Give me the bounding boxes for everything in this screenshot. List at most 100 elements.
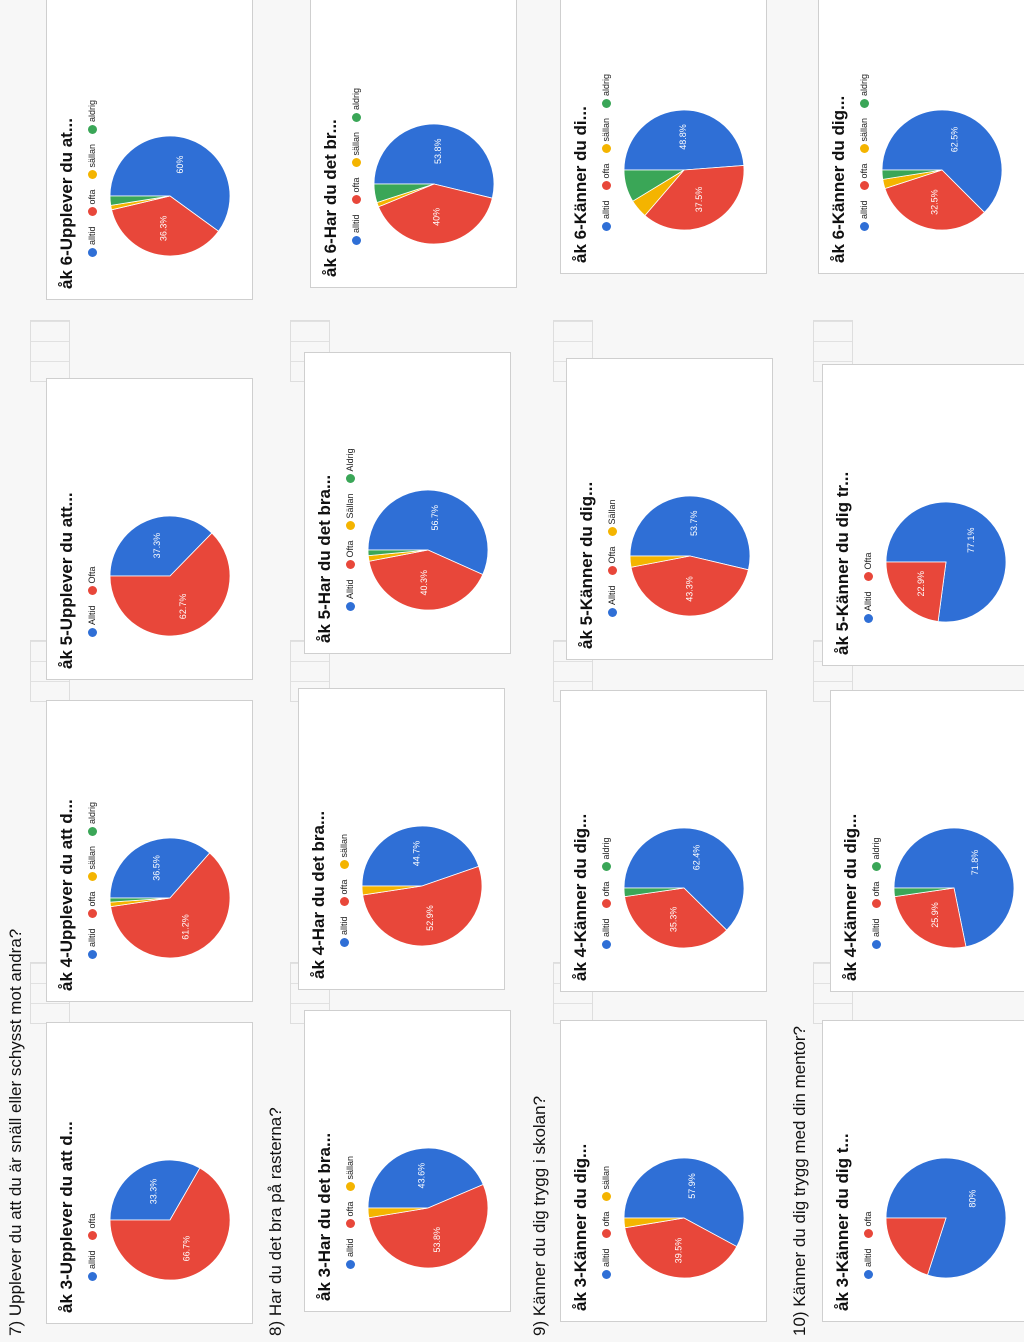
chart-card: åk 3-Känner du dig t... alltid ofta 80%	[822, 1020, 1024, 1322]
chart-card: åk 3-Känner du dig... alltid ofta sällan 57.…	[560, 1020, 767, 1322]
legend-item: Alltid	[345, 579, 355, 611]
legend-swatch	[351, 158, 361, 168]
legend-label: alltid	[87, 1250, 97, 1269]
pie-data-label: 52.9%	[425, 905, 435, 931]
pie-slice-alltid	[361, 825, 480, 887]
pie-slice-ofta	[884, 169, 985, 231]
legend-swatch	[601, 98, 611, 108]
legend-swatch	[601, 1270, 611, 1279]
legend-label: ofta	[601, 1211, 611, 1227]
legend-swatch	[601, 181, 611, 191]
legend-label: Ofta	[345, 540, 355, 558]
legend-label: Alltid	[87, 605, 97, 625]
legend-swatch	[87, 826, 97, 836]
legend-item: ofta	[601, 1211, 611, 1239]
legend-item: aldrig	[601, 74, 611, 108]
legend-label: alltid	[601, 1248, 611, 1267]
chart-legend: alltid ofta	[87, 1213, 97, 1281]
legend-swatch	[87, 909, 97, 919]
legend-swatch	[863, 572, 873, 582]
legend-label: Ofta	[87, 566, 97, 584]
legend-swatch	[339, 897, 349, 907]
legend-label: ofta	[87, 189, 97, 205]
pie-chart: 80%	[885, 1157, 1007, 1279]
legend-swatch	[601, 862, 611, 872]
legend-item: ofta	[601, 163, 611, 191]
legend-item: Alltid	[607, 585, 617, 617]
pie-data-label: 33.3%	[148, 1179, 158, 1205]
chart-card: åk 4-Upplever du att d... alltid ofta sälla…	[46, 700, 253, 1002]
legend-label: ofta	[859, 163, 869, 179]
pie-data-label: 35.3%	[669, 907, 679, 933]
chart-legend: Alltid Ofta Sällan Aldrig	[345, 448, 355, 611]
pie-data-label: 40%	[431, 208, 441, 226]
legend-swatch	[345, 1182, 355, 1192]
chart-legend: alltid ofta	[863, 1211, 873, 1279]
legend-swatch	[345, 1260, 355, 1269]
chart-card: åk 6-Känner du dig... alltid ofta sällan ald…	[818, 0, 1024, 274]
legend-label: aldrig	[351, 87, 361, 110]
chart-title: åk 6-Känner du di...	[571, 106, 590, 263]
legend-item: aldrig	[87, 100, 97, 134]
legend-swatch	[87, 248, 97, 257]
chart-card: åk 6-Har du det br... alltid ofta sällan ald…	[310, 0, 517, 288]
chart-title: åk 6-Har du det br...	[321, 119, 340, 277]
chart-card: åk 6-Känner du di... alltid ofta sällan aldr…	[560, 0, 767, 274]
chart-card: åk 5-Har du det bra... Alltid Ofta Sällan Al…	[304, 352, 511, 654]
pie-slice-alltid	[623, 109, 745, 171]
pie-data-label: 62.4%	[692, 845, 702, 871]
chart-legend: alltid ofta aldrig	[871, 837, 881, 949]
sheet-gridlines	[30, 320, 70, 382]
legend-label: alltid	[859, 200, 869, 219]
pie-slice-sällan	[623, 1217, 685, 1229]
section-title: 9) Känner du dig trygg i skolan?	[530, 1095, 549, 1336]
pie-slice-alltid	[623, 1157, 745, 1248]
pie-slice-ofta	[624, 887, 728, 949]
pie-data-label: 37.5%	[694, 187, 704, 213]
legend-label: aldrig	[87, 99, 97, 122]
legend-item: sällan	[87, 144, 97, 180]
legend-item: Ofta	[87, 566, 97, 596]
legend-label: ofta	[871, 881, 881, 897]
pie-chart: 37.3% 62.7%	[109, 515, 231, 637]
legend-item: Ofta	[607, 546, 617, 576]
pie-chart: 57.9% 39.5%	[623, 1157, 745, 1279]
legend-swatch	[863, 614, 873, 623]
pie-chart: 62.4% 35.3%	[623, 827, 745, 949]
pie-slice-alltid	[629, 495, 751, 571]
pie-data-label: 53.7%	[689, 510, 699, 536]
pie-slice-alltid	[885, 1157, 1007, 1279]
legend-item: Alltid	[863, 591, 873, 623]
pie-slice-alltid	[893, 827, 1015, 948]
pie-slice-alltid	[373, 123, 495, 199]
legend-label: Alltid	[863, 591, 873, 611]
legend-label: alltid	[863, 1248, 873, 1267]
pie-data-label: 71.8%	[970, 850, 980, 876]
chart-legend: alltid ofta sällan aldrig	[601, 74, 611, 231]
legend-item: alltid	[601, 1248, 611, 1279]
legend-swatch	[339, 938, 349, 947]
legend-label: sällan	[87, 143, 97, 168]
legend-label: aldrig	[859, 73, 869, 96]
chart-legend: alltid ofta sällan	[345, 1156, 355, 1269]
pie-slice-ofta	[624, 1217, 738, 1279]
legend-item: ofta	[339, 879, 349, 907]
legend-item: ofta	[859, 163, 869, 191]
legend-label: aldrig	[601, 73, 611, 96]
chart-title: åk 3-Upplever du att d...	[57, 1121, 76, 1313]
pie-data-label: 32.5%	[929, 189, 939, 215]
pie-slice-ofta	[644, 165, 745, 231]
legend-swatch	[351, 236, 361, 245]
legend-swatch	[345, 1219, 355, 1229]
pie-slice-ofta	[630, 555, 749, 617]
pie-slice-aldrig	[623, 169, 686, 202]
pie-slice-aldrig	[623, 887, 685, 898]
legend-label: alltid	[351, 214, 361, 233]
chart-legend: Alltid Ofta	[863, 552, 873, 623]
legend-item: alltid	[871, 918, 881, 949]
pie-slice-aldrig	[109, 195, 171, 206]
legend-swatch	[351, 195, 361, 205]
legend-label: Aldrig	[345, 448, 355, 472]
legend-label: aldrig	[871, 837, 881, 860]
